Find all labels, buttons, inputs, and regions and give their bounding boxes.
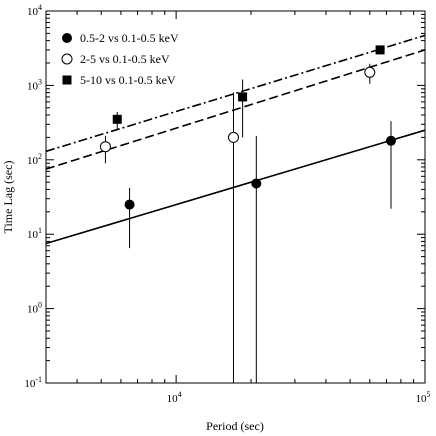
filled-square-point [112,114,122,124]
x-tick-label: 105 [416,390,431,405]
open-circle-point [227,131,239,143]
filled-circle-point [385,135,396,146]
axis-ticks [45,10,426,384]
legend: 0.5-2 vs 0.1-0.5 keV 2-5 vs 0.1-0.5 keV 5-… [61,31,179,87]
legend-label: 2-5 vs 0.1-0.5 keV [80,52,170,66]
open-circle-point [99,141,111,153]
legend-label: 0.5-2 vs 0.1-0.5 keV [80,31,179,45]
y-tick-label: 104 [27,3,42,18]
legend-item: 5-10 vs 0.1-0.5 keV [62,73,176,87]
plot-frame [45,10,426,384]
fit-line-solid [45,129,426,245]
open-circle-point [364,66,376,78]
filled-circle-point [124,199,135,210]
y-axis-label: Time Lag (sec) [1,161,15,234]
tick-labels: 10-1 100 101 102 103 104 104 105 [24,3,430,405]
data-markers [99,45,396,210]
legend-label: 5-10 vs 0.1-0.5 keV [80,73,176,87]
y-tick-label: 103 [27,77,42,92]
legend-item: 0.5-2 vs 0.1-0.5 keV [62,31,179,45]
x-axis-label: Period (sec) [206,419,264,433]
y-tick-label: 102 [27,152,42,167]
x-tick-label: 104 [167,390,182,405]
filled-circle-point [251,178,262,189]
filled-square-point [238,92,248,102]
y-tick-label: 100 [27,301,42,316]
filled-square-point [375,45,385,55]
error-bars [104,46,392,383]
y-tick-label: 10-1 [24,375,42,390]
fit-line-dash-dot [45,34,426,153]
legend-item: 2-5 vs 0.1-0.5 keV [61,52,170,66]
filled-square-point [62,75,72,85]
filled-circle-point [62,33,72,43]
y-tick-label: 101 [27,226,42,241]
open-circle-point [61,53,73,65]
